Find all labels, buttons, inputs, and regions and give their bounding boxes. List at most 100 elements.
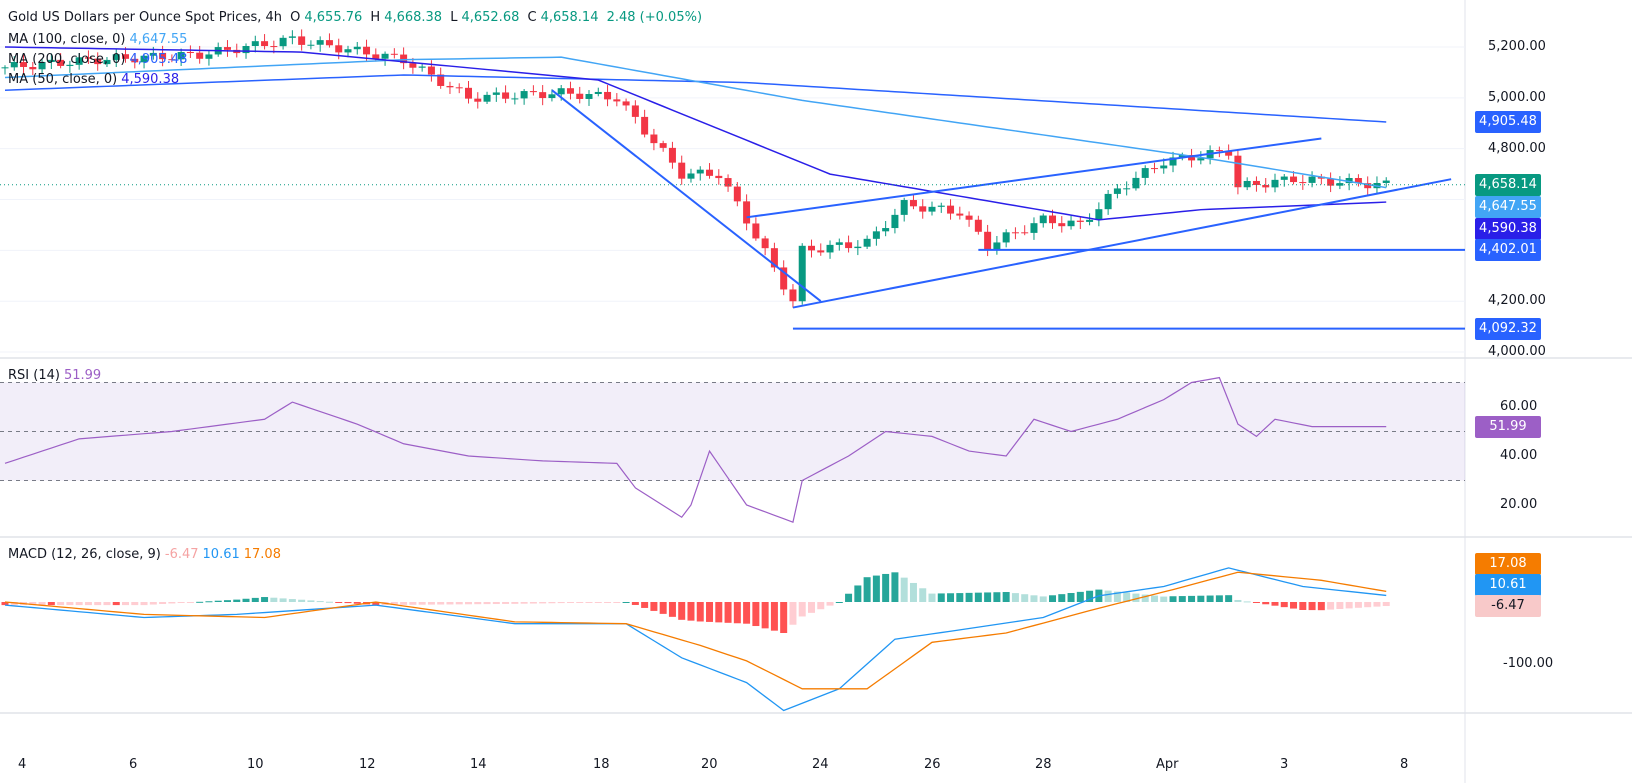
candle-body <box>1299 182 1307 184</box>
candle-body <box>177 52 185 60</box>
candle-body <box>659 143 667 148</box>
macd-histogram-bar <box>474 602 482 605</box>
macd-histogram-bar <box>511 602 519 604</box>
macd-histogram-bar <box>566 602 574 603</box>
macd-histogram-bar <box>455 602 463 605</box>
macd-histogram-bar <box>233 599 241 602</box>
macd-histogram-bar <box>1021 594 1029 602</box>
candle-body <box>1030 223 1038 233</box>
macd-histogram-bar <box>298 599 306 602</box>
time-tick: 12 <box>359 757 376 772</box>
candle-body <box>1271 179 1279 188</box>
time-tick: 4 <box>18 757 27 772</box>
candle-body <box>928 206 936 212</box>
macd-histogram-bar <box>1336 602 1344 609</box>
candle-body <box>409 63 417 68</box>
macd-label: MACD (12, 26, close, 9) <box>8 547 161 562</box>
macd-histogram-bar <box>1039 596 1047 602</box>
candle-body <box>696 169 704 174</box>
rsi-legend[interactable]: RSI (14) 51.99 <box>8 368 105 383</box>
candle-body <box>400 54 408 64</box>
macd-histogram-bar <box>1197 595 1205 602</box>
macd-histogram-bar <box>798 602 806 617</box>
candle-body <box>307 44 315 46</box>
candle-body <box>363 46 371 55</box>
macd-histogram-bar <box>1086 590 1094 602</box>
macd-histogram-bar <box>909 582 917 602</box>
macd-histogram-bar <box>520 602 528 604</box>
macd-histogram-bar <box>1160 596 1168 602</box>
price-label: 4,590.38 <box>1475 217 1541 240</box>
price-tick: 4,200.00 <box>1488 293 1546 309</box>
macd-histogram-bar <box>882 573 890 602</box>
macd-histogram-bar <box>539 602 547 604</box>
candle-body <box>668 147 676 163</box>
candle-body <box>613 99 621 102</box>
macd-histogram-bar <box>186 602 194 603</box>
macd-histogram-bar <box>743 602 751 624</box>
macd-histogram-bar <box>502 602 510 604</box>
macd-histogram-bar <box>817 602 825 610</box>
candle-body <box>715 175 723 179</box>
price-tick: 4,000.00 <box>1488 344 1546 360</box>
macd-histogram-bar <box>789 602 797 625</box>
macd-histogram-bar <box>928 593 936 602</box>
macd-histogram-bar <box>974 592 982 602</box>
candle-body <box>186 52 194 54</box>
macd-histogram-bar <box>94 602 102 606</box>
macd-histogram-bar <box>177 602 185 603</box>
candle-body <box>288 36 296 38</box>
candle-body <box>1169 157 1177 166</box>
rsi-value-label: 51.99 <box>1475 415 1541 438</box>
candle-body <box>492 92 500 95</box>
macd-histogram-bar <box>715 602 723 623</box>
ma50-legend[interactable]: MA (50, close, 0) 4,590.38 <box>8 72 183 87</box>
candle-body <box>502 92 510 99</box>
candle-body <box>1123 188 1131 190</box>
macd-histogram-bar <box>1271 602 1279 606</box>
ma100-legend[interactable]: MA (100, close, 0) 4,647.55 <box>8 32 191 47</box>
macd-histogram-bar <box>483 602 491 605</box>
candle-body <box>1197 158 1205 161</box>
candle-body <box>1354 177 1362 184</box>
price-label: 4,402.01 <box>1475 238 1541 261</box>
macd-histogram-bar <box>548 602 556 604</box>
macd-histogram-bar <box>576 602 584 603</box>
candle-body <box>122 54 130 59</box>
macd-histogram-bar <box>103 602 111 606</box>
macd-value-label: 17.08 <box>1475 553 1541 575</box>
macd-histogram-bar <box>242 598 250 602</box>
rsi-band <box>0 382 1465 481</box>
candle-body <box>57 59 65 66</box>
candle-body <box>1058 223 1066 227</box>
macd-legend[interactable]: MACD (12, 26, close, 9) -6.47 10.61 17.08 <box>8 547 285 562</box>
macd-histogram-bar <box>984 592 992 602</box>
trendline <box>551 89 822 302</box>
candle-body <box>520 91 528 99</box>
ma50-value: 4,590.38 <box>121 72 180 87</box>
candle-body <box>872 231 880 239</box>
macd-histogram-bar <box>770 602 778 631</box>
macd-histogram-bar <box>270 597 278 602</box>
macd-histogram-bar <box>752 602 760 627</box>
macd-histogram-bar <box>418 602 426 605</box>
macd-histogram-bar <box>1243 601 1251 603</box>
candle-body <box>1327 178 1335 186</box>
candle-body <box>539 92 547 99</box>
macd-histogram-bar <box>613 602 621 603</box>
candle-body <box>205 54 213 59</box>
price-tick: 5,000.00 <box>1488 89 1546 105</box>
ma50-label: MA (50, close, 0) <box>8 72 118 87</box>
candle-body <box>1178 154 1186 158</box>
macd-histogram-bar <box>437 602 445 605</box>
macd-histogram-bar <box>1317 602 1325 611</box>
candle-body <box>112 54 120 60</box>
ma100-value: 4,647.55 <box>129 32 188 47</box>
price-label: 4,905.48 <box>1475 110 1541 133</box>
candle-body <box>650 134 658 144</box>
rsi-label: RSI (14) <box>8 368 60 383</box>
ma200-legend[interactable]: MA (200, close, 0) 4,905.48 <box>8 52 191 67</box>
macd-histogram-bar <box>335 602 343 603</box>
